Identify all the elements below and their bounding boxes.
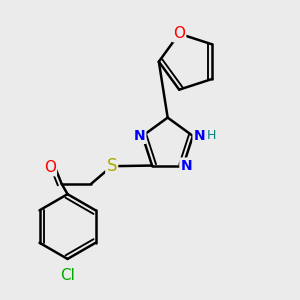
Text: O: O [173,26,185,41]
Text: H: H [207,129,216,142]
Text: N: N [134,129,145,143]
Text: O: O [44,160,56,175]
Text: S: S [106,157,117,175]
Text: N: N [194,129,205,143]
Text: Cl: Cl [60,268,75,283]
Text: N: N [180,159,192,172]
